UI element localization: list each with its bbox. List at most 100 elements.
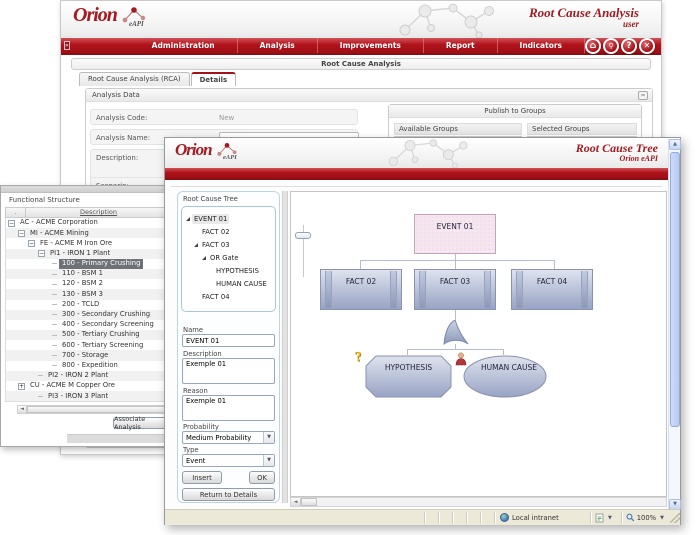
event-node[interactable] <box>414 214 496 254</box>
tree-item-label[interactable]: 400 - Secondary Screening <box>62 320 154 329</box>
table-row[interactable]: − AC - ACME Corporation <box>6 218 171 228</box>
chevron-down-icon[interactable]: ▼ <box>660 514 664 521</box>
tree-item-label[interactable]: 600 - Tertiary Screening <box>62 340 144 349</box>
scrollbar-thumb[interactable] <box>301 498 317 506</box>
grid-description-column[interactable]: Description <box>79 208 118 216</box>
table-row[interactable]: + CU - ACME M Copper Ore <box>6 381 171 391</box>
scrollbar-thumb[interactable] <box>27 406 171 413</box>
collapse-icon[interactable]: − <box>38 250 45 258</box>
tree-item-label[interactable]: 120 - BSM 2 <box>62 279 103 288</box>
grid-icon-column[interactable]: . <box>6 208 26 217</box>
chevron-down-icon[interactable]: ▼ <box>608 514 612 521</box>
menu-item-indicators[interactable]: Indicators <box>519 41 563 50</box>
tree-item[interactable]: HUMAN CAUSE <box>182 277 275 290</box>
hypothesis-shape[interactable] <box>365 355 452 398</box>
collapse-icon[interactable]: − <box>18 229 25 237</box>
tree-item-label[interactable]: HYPOTHESIS <box>216 266 259 275</box>
left-horizontal-scrollbar[interactable]: ◄ <box>17 405 172 414</box>
name-input[interactable] <box>182 334 275 347</box>
panel-splitter[interactable] <box>282 191 288 503</box>
resize-grip[interactable] <box>670 512 680 523</box>
fact-node[interactable] <box>320 269 402 310</box>
tree-item-label[interactable]: CU - ACME M Copper Ore <box>30 381 115 390</box>
collapse-icon[interactable]: − <box>28 239 35 247</box>
scroll-left-arrow-icon[interactable]: ◄ <box>18 406 27 413</box>
tree-item[interactable]: OR Gate <box>182 251 275 264</box>
menu-item-report[interactable]: Report <box>445 41 475 50</box>
scrollbar-thumb[interactable] <box>670 152 680 427</box>
tree-item-label[interactable]: HUMAN CAUSE <box>216 279 267 288</box>
description-textarea[interactable]: Exemple 01 <box>182 358 275 384</box>
tree-item-label[interactable]: 500 - Tertiary Crushing <box>62 330 140 339</box>
chevron-down-icon[interactable]: ▼ <box>263 432 274 443</box>
fact-node[interactable] <box>414 269 496 310</box>
navbar-expander[interactable]: » <box>64 41 70 50</box>
expand-icon[interactable]: + <box>18 382 25 390</box>
tree-item-label[interactable]: OR Gate <box>210 253 239 262</box>
tree-item-label[interactable]: 800 - Expedition <box>62 360 118 369</box>
help-icon[interactable]: ? <box>621 37 638 54</box>
tree-item-label[interactable]: 110 - BSM 1 <box>62 269 103 278</box>
table-row[interactable]: 300 - Secondary Crushing <box>6 309 171 320</box>
expanded-arrow-icon[interactable] <box>186 216 190 221</box>
table-row[interactable]: 400 - Secondary Screening <box>6 320 171 330</box>
menu-item-analysis[interactable]: Analysis <box>259 41 295 50</box>
tree-item-label[interactable]: PI2 - IRON 2 Plant <box>48 371 109 380</box>
tree-item[interactable]: FACT 03 <box>182 238 275 251</box>
table-row[interactable]: 200 - TCLD <box>6 300 171 310</box>
tree-item-label[interactable]: FACT 02 <box>202 227 230 236</box>
return-to-details-button[interactable]: Return to Details <box>182 488 275 501</box>
table-row[interactable]: 700 - Storage <box>6 350 171 361</box>
probability-select[interactable]: Medium Probability ▼ <box>182 431 275 444</box>
table-row[interactable]: 120 - BSM 2 <box>6 279 171 289</box>
menu-item-administration[interactable]: Administration <box>151 41 215 50</box>
tree-item-label[interactable]: 200 - TCLD <box>62 299 100 308</box>
table-row[interactable]: PI3 - IRON 3 Plant <box>6 391 171 401</box>
collapse-icon[interactable]: − <box>8 219 15 227</box>
collapse-panel-button[interactable]: ≈ <box>638 91 648 100</box>
table-row[interactable]: − MI - ACME Mining <box>6 228 171 239</box>
tree-item-label[interactable]: 100 - Primary Crushing <box>59 259 144 269</box>
scroll-left-arrow-icon[interactable]: ◄ <box>291 498 301 506</box>
human-cause-shape[interactable] <box>463 355 547 398</box>
table-row[interactable]: 600 - Tertiary Screening <box>6 340 171 350</box>
type-select[interactable]: Event ▼ <box>182 454 275 467</box>
tree-item[interactable]: FACT 04 <box>182 290 275 303</box>
tab-root-cause-analysis-rca[interactable]: Root Cause Analysis (RCA) <box>79 72 190 86</box>
fact-node[interactable] <box>511 269 593 310</box>
zoom-slider[interactable] <box>303 225 306 277</box>
tree-item[interactable]: FACT 02 <box>182 225 275 238</box>
table-row[interactable]: 500 - Tertiary Crushing <box>6 330 171 341</box>
tree-item-label[interactable]: PI1 - IRON 1 Plant <box>50 248 111 257</box>
table-row[interactable]: − FE - ACME M Iron Ore <box>6 238 171 248</box>
key-icon[interactable]: ⚲ <box>603 37 620 54</box>
tree-item-label[interactable]: AC - ACME Corporation <box>20 218 98 227</box>
insert-button[interactable]: Insert <box>182 471 222 484</box>
table-row[interactable]: 800 - Expedition <box>6 361 171 371</box>
protected-mode-cell[interactable]: ▼ <box>591 510 621 525</box>
tree-item-label[interactable]: 300 - Secondary Crushing <box>62 310 151 319</box>
table-row[interactable]: 100 - Primary Crushing <box>6 259 171 269</box>
scroll-up-arrow-icon[interactable]: ▲ <box>669 139 681 150</box>
close-icon[interactable]: ✕ <box>639 37 656 54</box>
expanded-arrow-icon[interactable] <box>194 242 198 247</box>
zoom-cell[interactable]: 100% ▼ <box>622 510 668 525</box>
ok-button[interactable]: OK <box>249 471 275 484</box>
zoom-slider-handle[interactable] <box>295 232 311 239</box>
menu-item-improvements[interactable]: Improvements <box>339 41 401 50</box>
tree-item-label[interactable]: 700 - Storage <box>62 350 109 359</box>
tree-item-label[interactable]: PI3 - IRON 3 Plant <box>48 391 109 400</box>
horizontal-scrollbar[interactable]: ◄ <box>290 497 667 507</box>
table-row[interactable]: PI2 - IRON 2 Plant <box>6 370 171 381</box>
tab-details[interactable]: Details <box>190 72 237 86</box>
expanded-arrow-icon[interactable] <box>202 255 206 260</box>
table-row[interactable]: 130 - BSM 3 <box>6 289 171 300</box>
tree-item-label[interactable]: MI - ACME Mining <box>30 228 89 237</box>
tree-item-label[interactable]: FACT 04 <box>202 292 230 301</box>
tree-item[interactable]: HYPOTHESIS <box>182 264 275 277</box>
home-icon[interactable]: ⌂ <box>585 37 602 54</box>
associate-analysis-button[interactable]: Associate Analysis <box>113 415 171 431</box>
tree-item-label[interactable]: EVENT 01 <box>192 213 230 224</box>
reason-textarea[interactable]: Exemple 01 <box>182 395 275 421</box>
or-gate-shape[interactable] <box>442 320 470 345</box>
